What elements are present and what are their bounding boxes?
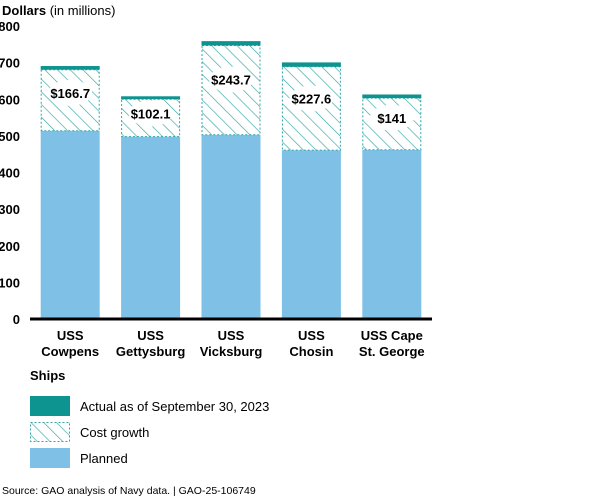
growth-data-label: $102.1 <box>131 106 171 121</box>
y-axis: 0 100 200 300 400 500 600 700 800 <box>0 19 20 327</box>
bar-planned <box>201 134 261 319</box>
legend-item-cost-growth: Cost growth <box>30 422 330 444</box>
x-tick-label: USS <box>218 328 245 343</box>
y-tick-label: 500 <box>0 129 20 144</box>
bar-actual <box>281 62 341 67</box>
bar-planned <box>362 149 422 319</box>
bar-actual <box>201 41 261 46</box>
y-axis-title-bold: Dollars <box>2 3 47 18</box>
y-axis-title-unit: (in millions) <box>49 3 116 18</box>
bar-planned <box>40 130 100 319</box>
bar-actual <box>40 66 100 70</box>
x-tick-label: Vicksburg <box>200 344 263 359</box>
y-tick-label: 400 <box>0 166 20 181</box>
x-tick-label: USS Cape <box>361 328 423 343</box>
y-tick-label: 0 <box>13 312 20 327</box>
growth-data-label: $166.7 <box>50 86 90 101</box>
bar-planned <box>281 150 341 319</box>
x-tick-label: USS <box>137 328 164 343</box>
bar-actual <box>121 96 181 100</box>
growth-data-label: $243.7 <box>211 72 251 87</box>
x-axis: USSCowpensUSSGettysburgUSSVicksburgUSSCh… <box>30 317 432 359</box>
growth-label-background <box>48 79 93 106</box>
growth-data-label: $141 <box>377 111 406 126</box>
y-tick-label: 100 <box>0 275 20 290</box>
bars-group: $166.7 $102.1 $243.7 $227.6 $141 <box>40 41 422 319</box>
legend-item-actual: Actual as of September 30, 2023 <box>30 396 330 418</box>
y-tick-label: 800 <box>0 19 20 34</box>
growth-label-background <box>209 66 253 93</box>
x-tick-label: Gettysburg <box>116 344 185 359</box>
growth-label-background <box>369 104 414 131</box>
legend-label-actual: Actual as of September 30, 2023 <box>80 399 270 414</box>
legend-swatch-planned <box>30 448 70 468</box>
x-tick-label: USS <box>57 328 84 343</box>
source-note: Source: GAO analysis of Navy data. | GAO… <box>2 485 256 497</box>
growth-label-background <box>128 100 173 127</box>
y-tick-label: 600 <box>0 92 20 107</box>
legend-swatch-actual <box>30 396 70 416</box>
bar-chart: 0 100 200 300 400 500 600 700 800 $166.7 $102.1 $2… <box>0 19 432 359</box>
legend-swatch-cost-growth <box>30 422 70 442</box>
bar-planned <box>121 136 181 319</box>
y-tick-label: 700 <box>0 56 20 71</box>
bar-actual <box>362 94 422 99</box>
y-axis-title: Dollars (in millions) <box>2 3 115 18</box>
y-tick-label: 300 <box>0 202 20 217</box>
x-tick-label: USS <box>298 328 325 343</box>
x-tick-label: St. George <box>359 344 425 359</box>
legend-title: Ships <box>30 368 66 383</box>
y-tick-label: 200 <box>0 239 20 254</box>
growth-label-background <box>289 85 334 112</box>
x-tick-label: Chosin <box>289 344 333 359</box>
legend-label-cost-growth: Cost growth <box>80 425 150 440</box>
legend-label-planned: Planned <box>80 451 128 466</box>
x-tick-label: Cowpens <box>41 344 99 359</box>
growth-data-label: $227.6 <box>292 91 332 106</box>
legend-item-planned: Planned <box>30 448 330 470</box>
